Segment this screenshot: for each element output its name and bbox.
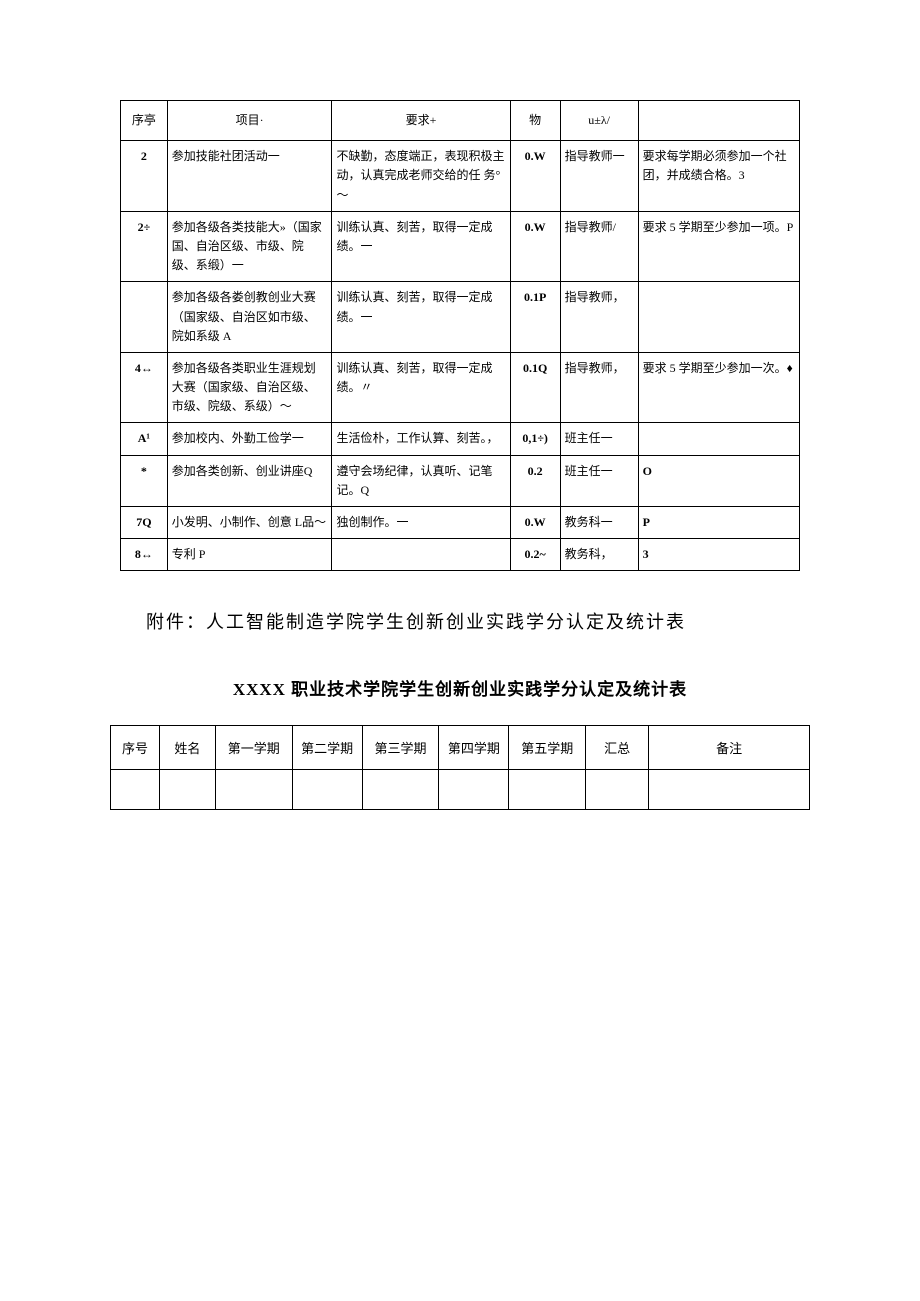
cell-seq: 4↔ — [121, 352, 168, 423]
attachment-text: 附件：人工智能制造学院学生创新创业实践学分认定及统计表 — [110, 601, 810, 644]
cell-requirement: 不缺勤，态度端正，表现积极主动，认真完成老师交给的任 务°～ — [332, 141, 510, 212]
cell-note: 要求每学期必须参加一个社团，并成绩合格。3 — [638, 141, 799, 212]
cell-project: 参加各级各类职业生涯规划大赛（国家级、自治区级、市级、院级、系级）～ — [167, 352, 332, 423]
stat-header: 第四学期 — [439, 725, 509, 769]
cell-project: 参加各类创新、创业讲座Q — [167, 455, 332, 506]
stat-header: 第一学期 — [215, 725, 292, 769]
stat-header: 备注 — [649, 725, 810, 769]
header-score: 物 — [510, 101, 560, 141]
cell-requirement: 训练认真、刻苦，取得一定成绩。一 — [332, 211, 510, 282]
stat-cell — [111, 769, 160, 809]
stat-cell — [159, 769, 215, 809]
cell-project: 参加技能社团活动一 — [167, 141, 332, 212]
cell-project: 参加校内、外勤工俭学一 — [167, 423, 332, 455]
cell-note: 要求 5 学期至少参加一次。♦ — [638, 352, 799, 423]
table-header-row: 序亭 项目· 要求+ 物 u±λ/ — [121, 101, 800, 141]
cell-requirement — [332, 539, 510, 571]
cell-authority: 指导教师， — [560, 282, 638, 353]
cell-score: 0.2 — [510, 455, 560, 506]
table-row: 参加各级各娄创教创业大赛（国家级、自治区如市级、院如系级 A 训练认真、刻苦，取… — [121, 282, 800, 353]
cell-score: 0.1Q — [510, 352, 560, 423]
cell-score: 0.W — [510, 211, 560, 282]
stat-header-row: 序号 姓名 第一学期 第二学期 第三学期 第四学期 第五学期 汇总 备注 — [111, 725, 810, 769]
cell-project: 参加各级各类技能大»（国家国、自治区级、市级、院级、系缎）一 — [167, 211, 332, 282]
table-body: 2 参加技能社团活动一 不缺勤，态度端正，表现积极主动，认真完成老师交给的任 务… — [121, 141, 800, 571]
stat-cell — [649, 769, 810, 809]
table-row: 8↔ 专利 P 0.2~ 教务科， 3 — [121, 539, 800, 571]
cell-authority: 指导教师/ — [560, 211, 638, 282]
cell-project: 小发明、小制作、创意 L品～ — [167, 507, 332, 539]
cell-score: 0.W — [510, 141, 560, 212]
header-authority: u±λ/ — [560, 101, 638, 141]
cell-score: 0.2~ — [510, 539, 560, 571]
stat-cell — [439, 769, 509, 809]
cell-authority: 班主任一 — [560, 455, 638, 506]
cell-note — [638, 282, 799, 353]
stat-header: 姓名 — [159, 725, 215, 769]
header-requirement: 要求+ — [332, 101, 510, 141]
stat-header: 汇总 — [586, 725, 649, 769]
credit-items-table: 序亭 项目· 要求+ 物 u±λ/ 2 参加技能社团活动一 不缺勤，态度端正，表… — [120, 100, 800, 571]
stat-data-row — [111, 769, 810, 809]
table-row: 7Q 小发明、小制作、创意 L品～ 独创制作。一 0.W 教务科一 P — [121, 507, 800, 539]
cell-seq: 2÷ — [121, 211, 168, 282]
stat-header: 第二学期 — [292, 725, 362, 769]
stat-header: 第五学期 — [509, 725, 586, 769]
cell-seq: 7Q — [121, 507, 168, 539]
table-row: 2÷ 参加各级各类技能大»（国家国、自治区级、市级、院级、系缎）一 训练认真、刻… — [121, 211, 800, 282]
stat-cell — [362, 769, 439, 809]
cell-score: 0.1P — [510, 282, 560, 353]
cell-project: 参加各级各娄创教创业大赛（国家级、自治区如市级、院如系级 A — [167, 282, 332, 353]
cell-seq: A¹ — [121, 423, 168, 455]
cell-project: 专利 P — [167, 539, 332, 571]
header-seq: 序亭 — [121, 101, 168, 141]
cell-score: 0,1÷) — [510, 423, 560, 455]
stat-cell — [215, 769, 292, 809]
table-row: * 参加各类创新、创业讲座Q 遵守会场纪律，认真听、记笔记。Q 0.2 班主任一… — [121, 455, 800, 506]
header-note — [638, 101, 799, 141]
cell-seq — [121, 282, 168, 353]
cell-authority: 指导教师一 — [560, 141, 638, 212]
cell-authority: 指导教师， — [560, 352, 638, 423]
cell-requirement: 训练认真、刻苦，取得一定成绩。〃 — [332, 352, 510, 423]
cell-note: 3 — [638, 539, 799, 571]
cell-authority: 教务科一 — [560, 507, 638, 539]
stat-cell — [292, 769, 362, 809]
cell-note: P — [638, 507, 799, 539]
cell-note: 要求 5 学期至少参加一项。P — [638, 211, 799, 282]
cell-note: O — [638, 455, 799, 506]
stat-cell — [586, 769, 649, 809]
cell-seq: * — [121, 455, 168, 506]
table-row: A¹ 参加校内、外勤工俭学一 生活俭朴，工作认算、刻苦。， 0,1÷) 班主任一 — [121, 423, 800, 455]
cell-requirement: 训练认真、刻苦，取得一定成绩。一 — [332, 282, 510, 353]
stat-header: 第三学期 — [362, 725, 439, 769]
stat-table-title: XXXX 职业技术学院学生创新创业实践学分认定及统计表 — [110, 675, 810, 700]
cell-requirement: 遵守会场纪律，认真听、记笔记。Q — [332, 455, 510, 506]
cell-authority: 教务科， — [560, 539, 638, 571]
stat-table: 序号 姓名 第一学期 第二学期 第三学期 第四学期 第五学期 汇总 备注 — [110, 725, 810, 810]
table-row: 2 参加技能社团活动一 不缺勤，态度端正，表现积极主动，认真完成老师交给的任 务… — [121, 141, 800, 212]
cell-score: 0.W — [510, 507, 560, 539]
table-row: 4↔ 参加各级各类职业生涯规划大赛（国家级、自治区级、市级、院级、系级）～ 训练… — [121, 352, 800, 423]
cell-note — [638, 423, 799, 455]
cell-seq: 8↔ — [121, 539, 168, 571]
header-project: 项目· — [167, 101, 332, 141]
cell-seq: 2 — [121, 141, 168, 212]
stat-header: 序号 — [111, 725, 160, 769]
stat-cell — [509, 769, 586, 809]
cell-requirement: 独创制作。一 — [332, 507, 510, 539]
cell-requirement: 生活俭朴，工作认算、刻苦。， — [332, 423, 510, 455]
cell-authority: 班主任一 — [560, 423, 638, 455]
